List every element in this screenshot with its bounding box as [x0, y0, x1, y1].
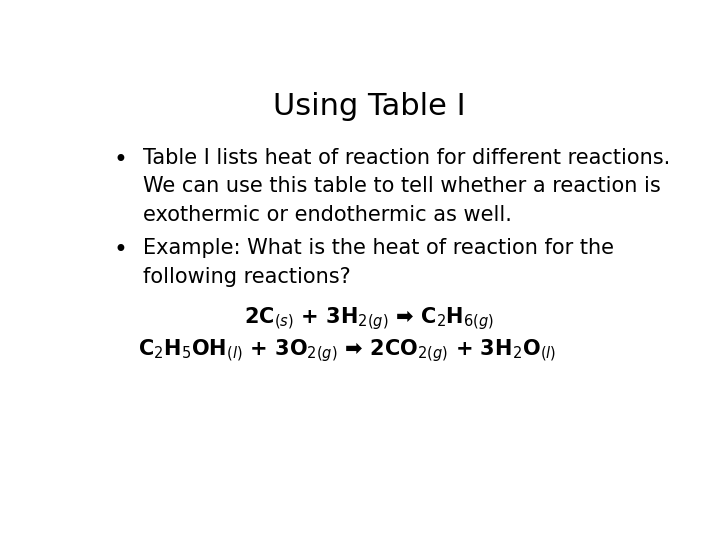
Text: Table I lists heat of reaction for different reactions.: Table I lists heat of reaction for diffe…	[143, 148, 670, 168]
Text: Using Table I: Using Table I	[273, 92, 465, 121]
Text: We can use this table to tell whether a reaction is: We can use this table to tell whether a …	[143, 176, 661, 196]
Text: following reactions?: following reactions?	[143, 267, 351, 287]
Text: C$_2$H$_5$OH$_{(l)}$ + 3O$_{2(g)}$ ➡ 2CO$_{2(g)}$ + 3H$_2$O$_{(l)}$: C$_2$H$_5$OH$_{(l)}$ + 3O$_{2(g)}$ ➡ 2CO…	[138, 338, 556, 364]
Text: 2C$_{(s)}$ + 3H$_{2(g)}$ ➡ C$_2$H$_{6(g)}$: 2C$_{(s)}$ + 3H$_{2(g)}$ ➡ C$_2$H$_{6(g)…	[244, 305, 494, 332]
Text: Example: What is the heat of reaction for the: Example: What is the heat of reaction fo…	[143, 239, 614, 259]
Text: •: •	[114, 239, 127, 262]
Text: •: •	[114, 148, 127, 172]
Text: exothermic or endothermic as well.: exothermic or endothermic as well.	[143, 205, 512, 225]
